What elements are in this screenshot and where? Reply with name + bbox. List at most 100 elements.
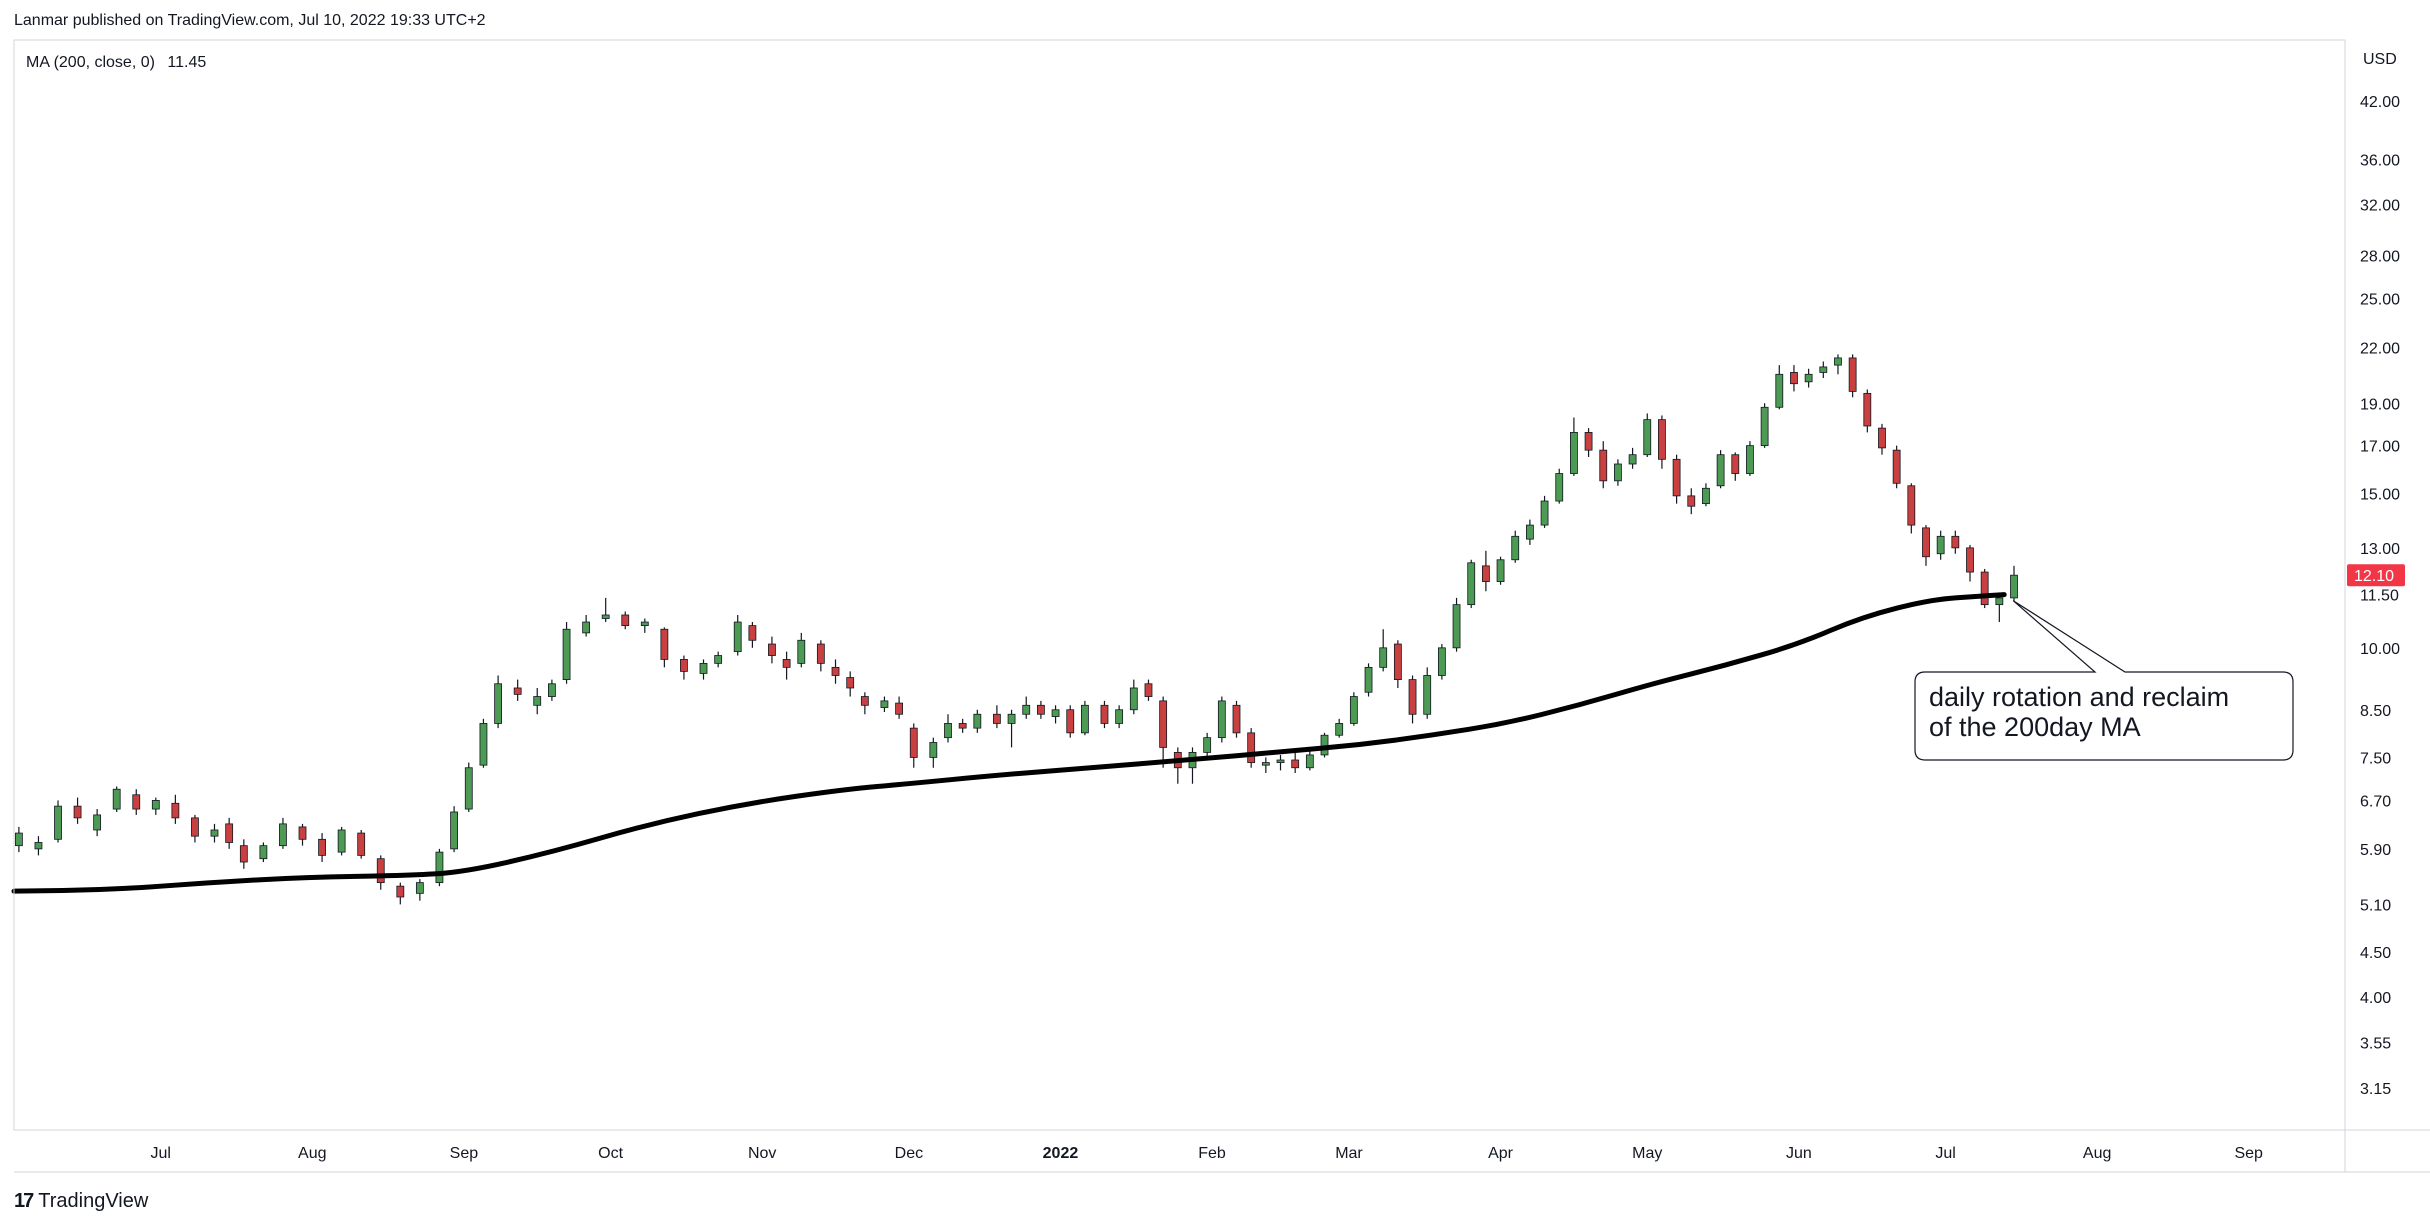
x-tick-label: Aug (2083, 1145, 2111, 1162)
candle-body (1995, 597, 2004, 606)
indicator-legend[interactable]: MA (200, close, 0) 11.45 (26, 54, 206, 72)
candle-body (782, 659, 791, 668)
x-tick-label: Aug (298, 1145, 326, 1162)
candle-body (259, 845, 268, 860)
candle-body (944, 723, 952, 739)
candle (1217, 696, 1226, 743)
candle (1203, 732, 1212, 758)
candle-body (1746, 445, 1754, 474)
candle (1540, 495, 1549, 528)
candle-body (1628, 454, 1637, 465)
candle-body (992, 713, 1001, 724)
candle (191, 814, 199, 843)
candle-body (846, 677, 855, 689)
candle-body (1291, 759, 1300, 769)
x-tick-label: May (1632, 1145, 1662, 1162)
candle (1129, 679, 1138, 715)
x-tick-label: Sep (450, 1145, 479, 1162)
candle-body (1276, 759, 1285, 763)
candle-body (1100, 704, 1109, 724)
candle-body (895, 702, 903, 715)
candle-body (1540, 500, 1549, 526)
currency-label: USD (2363, 51, 2397, 68)
candle-body (929, 742, 938, 758)
tradingview-logo-icon: 17 (14, 1190, 34, 1212)
candle-body (733, 621, 742, 653)
candle-body (1922, 527, 1930, 558)
candle (1423, 667, 1432, 719)
candle-body (298, 826, 307, 840)
candle-body (225, 823, 234, 843)
candle (944, 714, 952, 743)
candles-layer (14, 354, 2018, 905)
candle (279, 817, 287, 849)
candle-body (435, 851, 444, 884)
candle (1834, 354, 1842, 375)
candle (660, 627, 669, 668)
candle-body (1467, 562, 1476, 606)
candle (1936, 530, 1945, 560)
candle (132, 789, 141, 815)
candle (973, 709, 982, 733)
candle (1037, 700, 1045, 719)
y-tick-label: 15.00 (2360, 486, 2400, 503)
candle-body (450, 811, 459, 850)
candle-body (239, 845, 248, 863)
candle-body (171, 802, 180, 819)
candle-body (1408, 679, 1417, 715)
y-tick-label: 25.00 (2360, 292, 2400, 309)
candle-body (1672, 458, 1681, 497)
candle (513, 679, 522, 701)
candle (1980, 568, 1989, 609)
candle (748, 622, 757, 648)
candle-body (132, 794, 141, 810)
y-tick-label: 5.10 (2360, 897, 2391, 914)
y-tick-label: 36.00 (2360, 153, 2400, 170)
x-tick-label: Mar (1335, 1145, 1363, 1162)
candle (1393, 640, 1402, 688)
candle-body (1217, 700, 1226, 739)
candle (1628, 447, 1637, 469)
candle-body (860, 696, 869, 706)
candle-body (318, 838, 326, 856)
candle-body (1379, 647, 1388, 668)
candle (1100, 700, 1109, 729)
candle (601, 597, 610, 623)
candle (464, 762, 473, 812)
candle-body (73, 805, 82, 819)
tradingview-logo[interactable]: 17 TradingView (14, 1190, 148, 1213)
candle (1907, 483, 1916, 534)
candle (1511, 530, 1520, 563)
candle-body (1731, 454, 1740, 474)
candle-body (1584, 432, 1593, 451)
candle-body (1658, 419, 1666, 460)
candle (1335, 718, 1344, 738)
y-tick-label: 28.00 (2360, 248, 2400, 265)
candle (992, 705, 1001, 729)
candle-body (415, 882, 424, 894)
candle (1760, 403, 1769, 448)
candle (1159, 696, 1168, 768)
candle (768, 636, 776, 664)
y-tick-label: 6.70 (2360, 793, 2391, 810)
candle (1232, 700, 1241, 738)
candle (909, 723, 918, 768)
candle-body (1037, 704, 1045, 715)
candle (73, 797, 82, 824)
candle-body (494, 683, 503, 724)
candle (797, 632, 806, 668)
candle-body (2010, 574, 2018, 599)
candle-body (1022, 704, 1031, 715)
x-tick-label: Jun (1786, 1145, 1812, 1162)
candle (958, 718, 967, 733)
candle (337, 826, 346, 856)
candle-body (1687, 495, 1696, 507)
candle-body (1203, 737, 1212, 753)
candle (298, 823, 307, 846)
candle (376, 855, 385, 890)
candle-body (640, 621, 649, 627)
candle (259, 842, 268, 863)
candle (112, 786, 121, 812)
indicator-label: MA (200, close, 0) (26, 54, 155, 71)
